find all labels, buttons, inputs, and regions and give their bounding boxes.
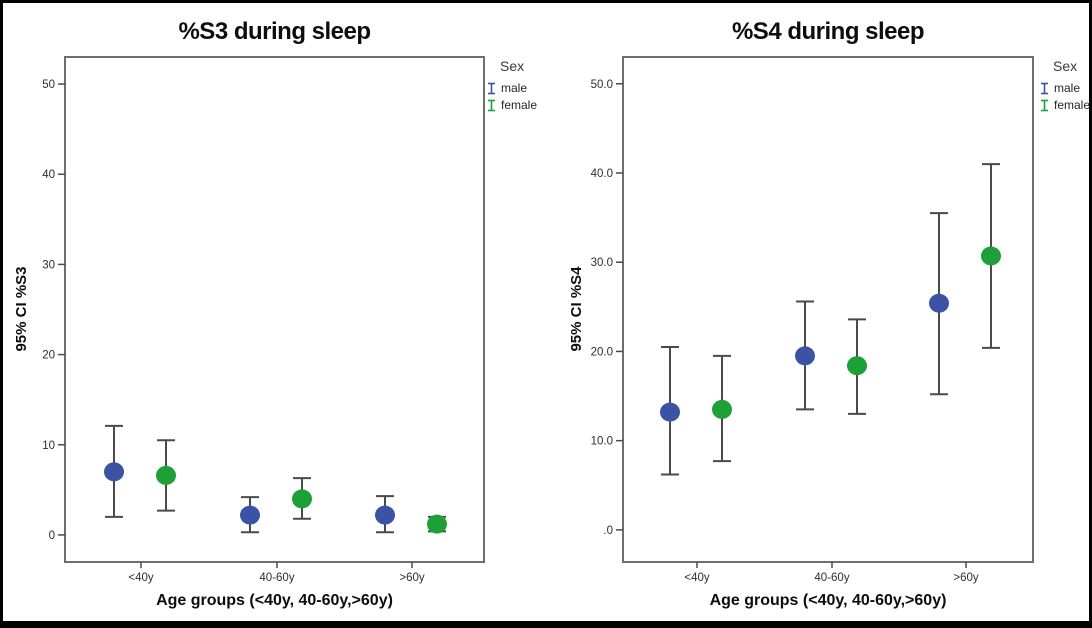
errorbar-male->60y (929, 212, 949, 396)
legend-title: Sex (1053, 58, 1078, 74)
x-axis-title-s3: Age groups (<40y, 40-60y,>60y) (156, 592, 393, 609)
mean-marker-male (660, 402, 680, 422)
errorbar-female->60y (981, 163, 1001, 349)
errorbar-glyph-male-icon (1041, 82, 1048, 94)
errorbar-female-40-60y (292, 477, 312, 520)
x-axis-title-s4: Age groups (<40y, 40-60y,>60y) (709, 592, 947, 609)
mean-marker-male (375, 505, 395, 525)
y-tick-label: 20.0 (591, 346, 613, 358)
errorbar-glyph-female-icon (488, 99, 495, 111)
plot-frame (622, 56, 1034, 563)
chart-title-s3: %S3 during sleep (178, 18, 371, 45)
legend-label-male: male (501, 81, 528, 95)
mean-marker-female (847, 356, 867, 376)
y-tick-label: 10.0 (591, 436, 613, 448)
errorbar-male-<40y (104, 424, 124, 518)
y-axis-title-s4: 95% CI %S4 (568, 266, 585, 352)
y-tick-label: 40.0 (591, 168, 613, 180)
x-tick-label: 40-60y (259, 572, 294, 584)
x-tick-label: 40-60y (814, 572, 849, 584)
legend-item-female: female (487, 98, 563, 112)
y-tick-label: 20 (42, 350, 55, 362)
legend-item-male: male (487, 81, 563, 95)
x-tick-label: <40y (684, 572, 710, 584)
legend-item-female: female (1040, 98, 1091, 112)
mean-marker-female (981, 246, 1001, 266)
legend-label-female: female (501, 98, 538, 112)
errorbar-female-<40y (712, 354, 732, 463)
x-tick-label: >60y (953, 572, 979, 584)
legend-s3: Sex male female (487, 58, 563, 115)
chart-title-s4: %S4 during sleep (731, 18, 925, 45)
legend-label-female: female (1054, 98, 1091, 112)
mean-marker-male (929, 293, 949, 313)
plot-frame (64, 56, 485, 563)
errorbar-male-40-60y (240, 496, 260, 534)
plots-canvas: 0 10 20 30 40 50 <40y 40-60y >60y .0 10.0 20.0 30.0 4… (42, 56, 1034, 584)
errorbar-male-40-60y (795, 300, 815, 411)
y-tick-label: .0 (603, 525, 613, 537)
mean-marker-male (104, 462, 124, 482)
plot-1: .0 10.0 20.0 30.0 40.0 50.0 <40y 40-60y >60y (591, 56, 1034, 584)
y-tick-label: 40 (42, 169, 55, 181)
errorbar-female-<40y (156, 439, 176, 512)
mean-marker-male (240, 505, 260, 525)
errorbar-glyph-male-icon (488, 82, 495, 94)
mean-marker-female (712, 399, 732, 419)
x-tick-label: <40y (128, 572, 154, 584)
errorbar-male-<40y (660, 345, 680, 476)
y-axis-title-s3: 95% CI %S3 (13, 266, 30, 352)
mean-marker-female (427, 514, 447, 534)
errorbar-female-40-60y (847, 318, 867, 415)
y-tick-label: 0 (49, 530, 55, 542)
errorbar-female->60y (427, 514, 447, 534)
y-tick-label: 50 (42, 79, 55, 91)
x-tick-label: >60y (399, 572, 425, 584)
mean-marker-male (795, 346, 815, 366)
errorbar-male->60y (375, 495, 395, 534)
legend-item-male: male (1040, 81, 1089, 95)
y-tick-label: 10 (42, 440, 55, 452)
plot-0: 0 10 20 30 40 50 <40y 40-60y >60y (42, 56, 485, 584)
errorbar-glyph-female-icon (1041, 99, 1048, 111)
mean-marker-female (156, 465, 176, 485)
legend-s4: Sex male female (1040, 58, 1091, 115)
y-tick-label: 30 (42, 259, 55, 271)
legend-label-male: male (1054, 81, 1081, 95)
mean-marker-female (292, 489, 312, 509)
y-tick-label: 30.0 (591, 257, 613, 269)
y-tick-label: 50.0 (591, 79, 613, 91)
legend-title: Sex (500, 58, 525, 74)
